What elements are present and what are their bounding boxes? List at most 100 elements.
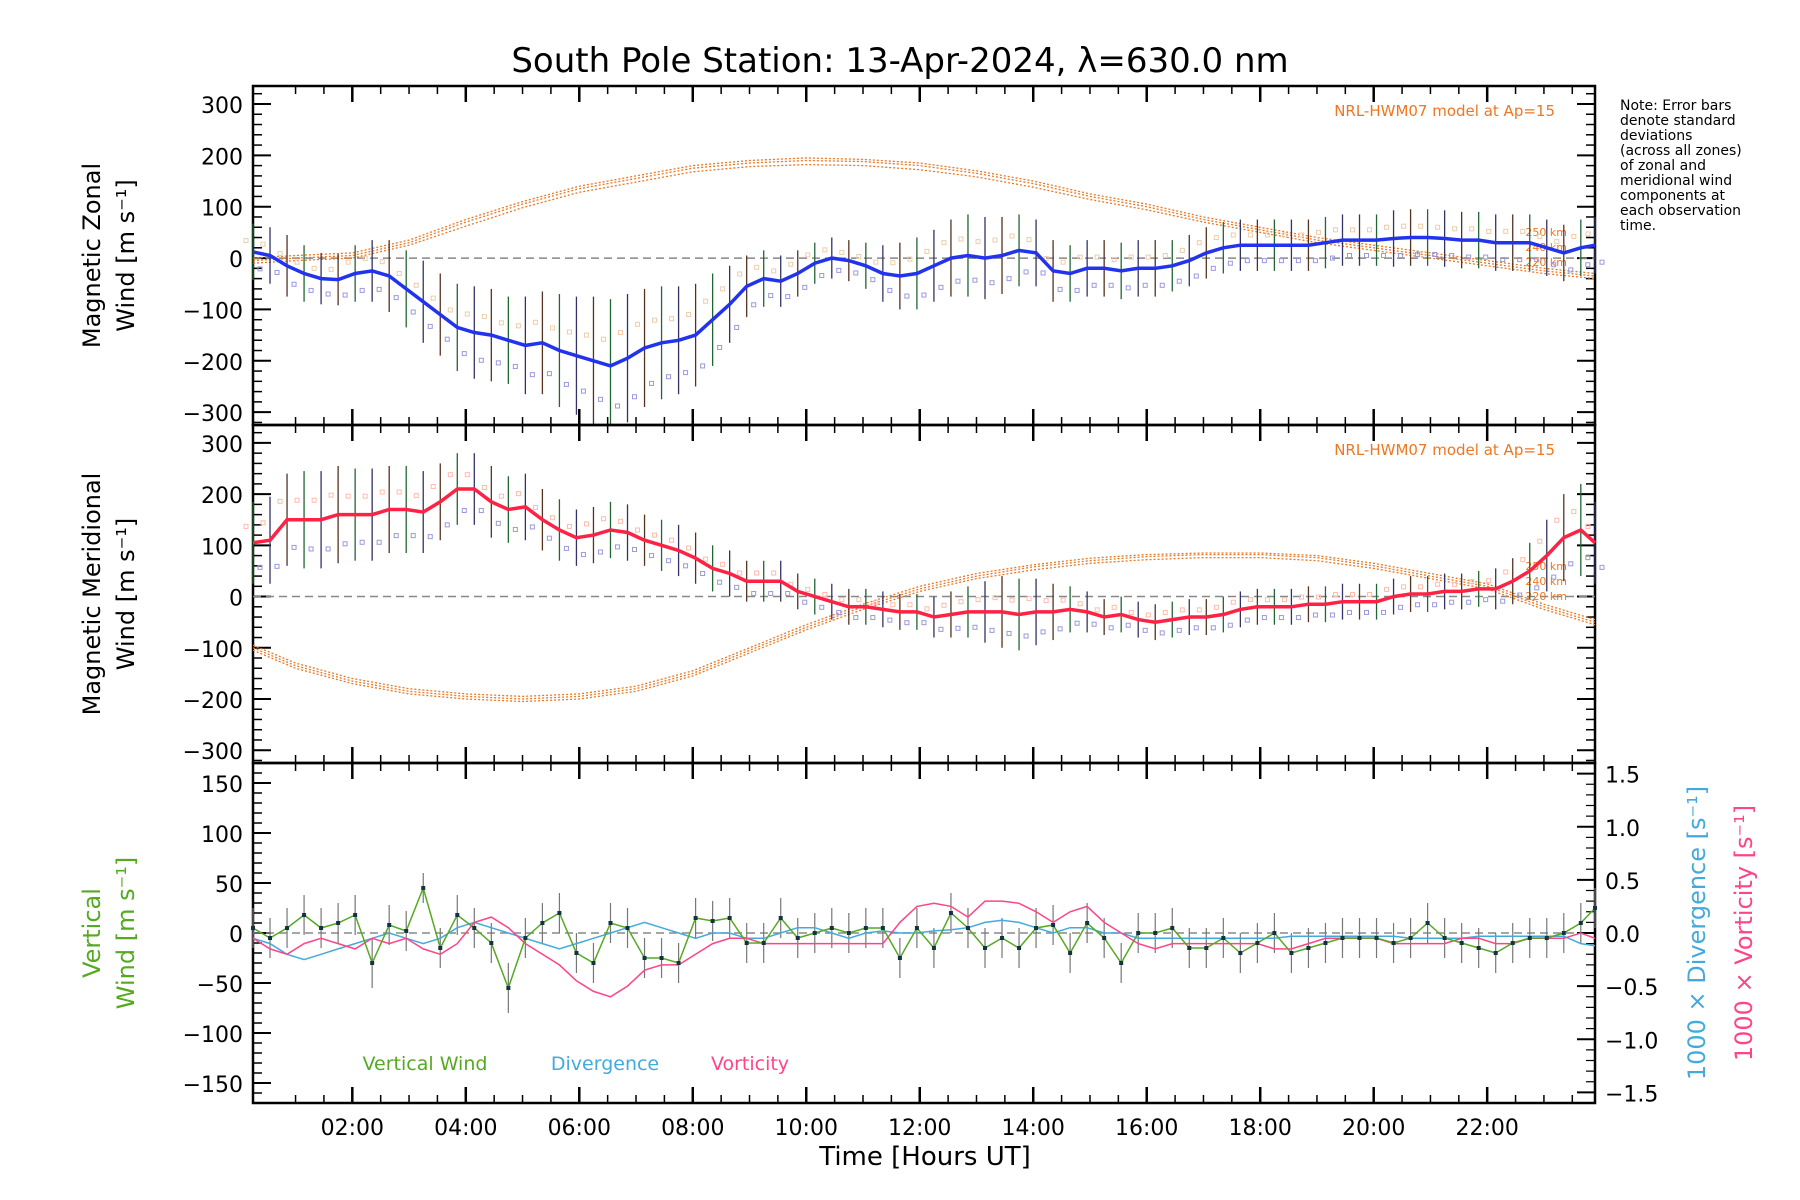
zone-point	[461, 508, 467, 514]
zone-point	[1040, 629, 1046, 635]
zone-point	[1074, 287, 1080, 293]
vertical-wind-point	[336, 921, 341, 925]
zone-point	[563, 545, 569, 551]
zone-point	[771, 268, 777, 274]
zone-point	[1551, 262, 1557, 268]
zone-point	[887, 617, 893, 623]
zone-point	[1415, 251, 1421, 257]
zone-point	[802, 599, 808, 605]
vertical-wind-point	[387, 923, 392, 927]
vertical-wind-point	[1425, 921, 1430, 925]
zone-point	[1599, 259, 1605, 265]
zone-point	[1500, 598, 1506, 604]
x-tick-label: 08:00	[661, 1116, 724, 1141]
vertical-wind-point	[455, 913, 460, 917]
zone-point	[839, 597, 845, 603]
y-tick-label: −50	[197, 973, 243, 998]
zone-point	[958, 599, 964, 605]
y-tick-label: 50	[215, 873, 243, 898]
x-tick-label: 20:00	[1342, 1116, 1405, 1141]
vertical-wind-point	[1357, 936, 1362, 940]
zone-point	[1571, 509, 1577, 515]
zone-point	[788, 261, 794, 267]
zone-point	[1503, 569, 1509, 575]
zone-point	[311, 497, 317, 503]
zone-point	[410, 533, 416, 539]
zone-point	[1350, 227, 1356, 233]
model-curve	[252, 159, 1596, 277]
zone-point	[546, 535, 552, 541]
zone-point	[992, 237, 998, 243]
note-line: meridional wind	[1620, 173, 1732, 189]
vertical-wind-point	[523, 936, 528, 940]
y-tick-label: −300	[183, 740, 243, 765]
vertical-wind-point	[591, 961, 596, 965]
zone-point	[413, 282, 419, 288]
zone-point	[1435, 224, 1441, 230]
model-curve	[252, 552, 1596, 698]
zone-point	[478, 508, 484, 514]
zone-point	[1244, 258, 1250, 264]
zone-point	[958, 236, 964, 242]
zone-point	[836, 609, 842, 615]
zone-point	[512, 526, 518, 532]
zone-point	[532, 319, 538, 325]
zone-point	[1278, 258, 1284, 264]
vertical-wind-point	[914, 926, 919, 930]
zone-point	[1176, 278, 1182, 284]
zone-point	[1452, 581, 1458, 587]
vertical-wind-point	[285, 926, 290, 930]
vertical-wind-point	[1187, 946, 1192, 950]
y-tick-label: −200	[183, 351, 243, 376]
zone-point	[1551, 574, 1557, 580]
zone-point	[1009, 233, 1015, 239]
vertical-wind-point	[897, 956, 902, 960]
zone-point	[1367, 592, 1373, 598]
vertical-wind-point	[1102, 936, 1107, 940]
zone-point	[396, 270, 402, 276]
vertical-wind-point	[1323, 941, 1328, 945]
zone-point	[890, 260, 896, 266]
zone-point	[1346, 609, 1352, 615]
zone-point	[1159, 282, 1165, 288]
vertical-wind-point	[421, 886, 426, 890]
zone-point	[856, 597, 862, 603]
zone-point	[1346, 253, 1352, 258]
zone-point	[1040, 270, 1046, 276]
vertical-wind-point	[880, 926, 885, 930]
zone-point	[1401, 584, 1407, 590]
zone-point	[819, 604, 825, 610]
zone-point	[1295, 258, 1301, 264]
zone-point	[1520, 557, 1526, 563]
vertical-wind-point	[676, 961, 681, 965]
zone-point	[260, 520, 266, 526]
note-line: time.	[1620, 218, 1656, 234]
vertical-wind-point	[1221, 936, 1226, 940]
zone-point	[1466, 254, 1472, 260]
right-tick-label: −0.5	[1605, 976, 1658, 1001]
right-tick-label: −1.5	[1605, 1082, 1658, 1107]
vertical-wind-point	[1593, 906, 1597, 910]
zone-point	[1295, 615, 1301, 621]
note-line: components at	[1620, 188, 1726, 204]
zone-point	[481, 484, 487, 490]
vertical-wind-point	[1561, 931, 1566, 935]
vertical-wind-point	[795, 936, 800, 940]
zone-point	[342, 541, 348, 547]
zone-point	[1554, 517, 1560, 523]
note-line: each observation	[1620, 203, 1741, 219]
zone-point	[546, 371, 552, 377]
zone-point	[1057, 626, 1063, 632]
x-tick-label: 22:00	[1455, 1116, 1518, 1141]
zone-point	[1111, 604, 1117, 610]
zone-point	[924, 606, 930, 612]
right-axis-title-divergence: 1000 × Divergence [s⁻¹]	[1683, 786, 1711, 1080]
zone-point	[938, 284, 944, 290]
zone-point	[1210, 625, 1216, 631]
zone-point	[1449, 599, 1455, 605]
vertical-wind-point	[1170, 926, 1175, 930]
vertical-wind-point	[846, 931, 851, 935]
zone-point	[751, 590, 757, 596]
zone-point	[600, 516, 606, 522]
zone-point	[904, 293, 910, 299]
